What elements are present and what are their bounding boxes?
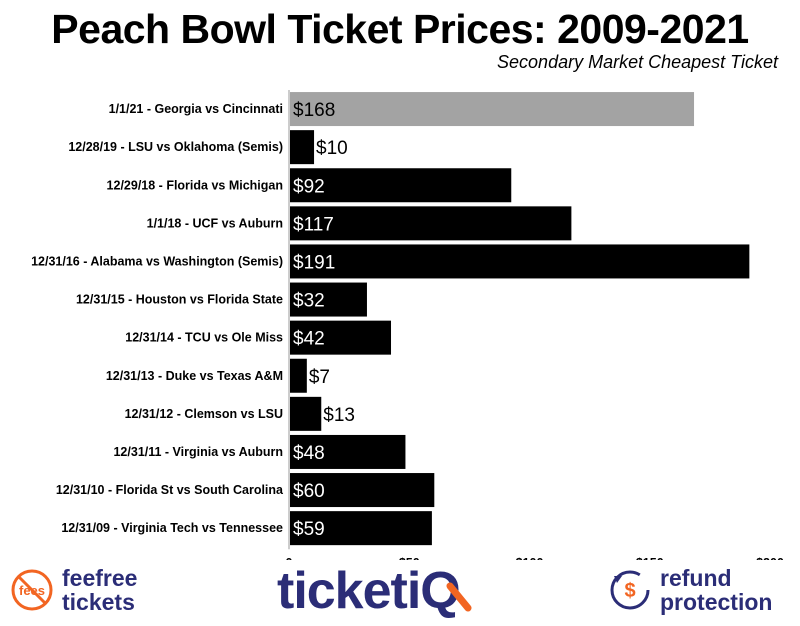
tickets-text: tickets bbox=[62, 589, 135, 615]
chart-subtitle: Secondary Market Cheapest Ticket bbox=[497, 52, 778, 72]
chart-title: Peach Bowl Ticket Prices: 2009-2021 bbox=[51, 6, 749, 52]
protection-text: protection bbox=[660, 589, 773, 615]
bar-0 bbox=[290, 92, 695, 127]
feefree-text: feefree bbox=[62, 565, 138, 591]
bar-4 bbox=[290, 244, 750, 279]
value-label-1: $10 bbox=[316, 138, 348, 159]
fees-badge-text: fees bbox=[19, 583, 45, 598]
value-label-4: $191 bbox=[293, 252, 335, 273]
category-label-6: 12/31/14 - TCU vs Ole Miss bbox=[125, 331, 283, 345]
feefree-tickets-logo: fees feefree tickets bbox=[10, 566, 137, 614]
category-label-3: 1/1/18 - UCF vs Auburn bbox=[147, 216, 283, 230]
no-fees-icon: fees bbox=[11, 569, 53, 611]
bar-10 bbox=[290, 473, 435, 508]
magnifier-icon bbox=[446, 582, 472, 612]
refund-text: refund bbox=[660, 565, 732, 591]
bar-9 bbox=[290, 434, 406, 469]
category-label-7: 12/31/13 - Duke vs Texas A&M bbox=[106, 369, 283, 383]
category-label-1: 12/28/19 - LSU vs Oklahoma (Semis) bbox=[68, 140, 283, 154]
x-tick-label-4: $200 bbox=[756, 556, 784, 560]
value-label-3: $117 bbox=[293, 214, 334, 235]
category-label-4: 12/31/16 - Alabama vs Washington (Semis) bbox=[31, 254, 283, 268]
bar-6 bbox=[290, 320, 392, 355]
bar-2 bbox=[290, 168, 512, 203]
svg-text:$: $ bbox=[624, 580, 635, 602]
value-label-8: $13 bbox=[323, 405, 355, 426]
bar-8 bbox=[290, 396, 322, 431]
value-label-2: $92 bbox=[293, 176, 325, 197]
x-tick-label-0: 0 bbox=[286, 556, 293, 560]
bar-5 bbox=[290, 282, 367, 317]
refund-protection-logo: $ refund protection bbox=[608, 566, 772, 614]
category-label-9: 12/31/11 - Virginia vs Auburn bbox=[113, 445, 283, 459]
x-tick-label-2: $100 bbox=[516, 556, 544, 560]
value-label-7: $7 bbox=[309, 367, 330, 388]
value-label-5: $32 bbox=[293, 291, 325, 312]
bar-chart: 1/1/21 - Georgia vs Cincinnati $168 12/28/… bbox=[31, 90, 784, 560]
value-label-10: $60 bbox=[293, 481, 325, 502]
bar-3 bbox=[290, 206, 572, 241]
footer-logos: fees feefree tickets ticket iQ $ refund … bbox=[0, 560, 800, 626]
ticketiq-text-main: ticket bbox=[277, 562, 408, 620]
x-tick-label-1: $50 bbox=[399, 556, 420, 560]
bar-11 bbox=[290, 511, 432, 546]
value-label-11: $59 bbox=[293, 519, 325, 540]
category-label-2: 12/29/18 - Florida vs Michigan bbox=[107, 178, 283, 192]
category-label-8: 12/31/12 - Clemson vs LSU bbox=[125, 407, 283, 421]
category-label-10: 12/31/10 - Florida St vs South Carolina bbox=[56, 483, 284, 497]
bar-7 bbox=[290, 358, 307, 393]
value-label-0: $168 bbox=[293, 100, 335, 121]
category-label-0: 1/1/21 - Georgia vs Cincinnati bbox=[109, 102, 283, 116]
ticketiq-logo: ticket iQ bbox=[277, 560, 476, 622]
dollar-refund-icon: $ bbox=[610, 570, 650, 610]
value-label-6: $42 bbox=[293, 329, 325, 350]
category-label-11: 12/31/09 - Virginia Tech vs Tennessee bbox=[61, 521, 283, 535]
category-label-5: 12/31/15 - Houston vs Florida State bbox=[76, 293, 283, 307]
x-tick-label-3: $150 bbox=[636, 556, 664, 560]
bar-1 bbox=[290, 130, 315, 165]
value-label-9: $48 bbox=[293, 443, 325, 464]
